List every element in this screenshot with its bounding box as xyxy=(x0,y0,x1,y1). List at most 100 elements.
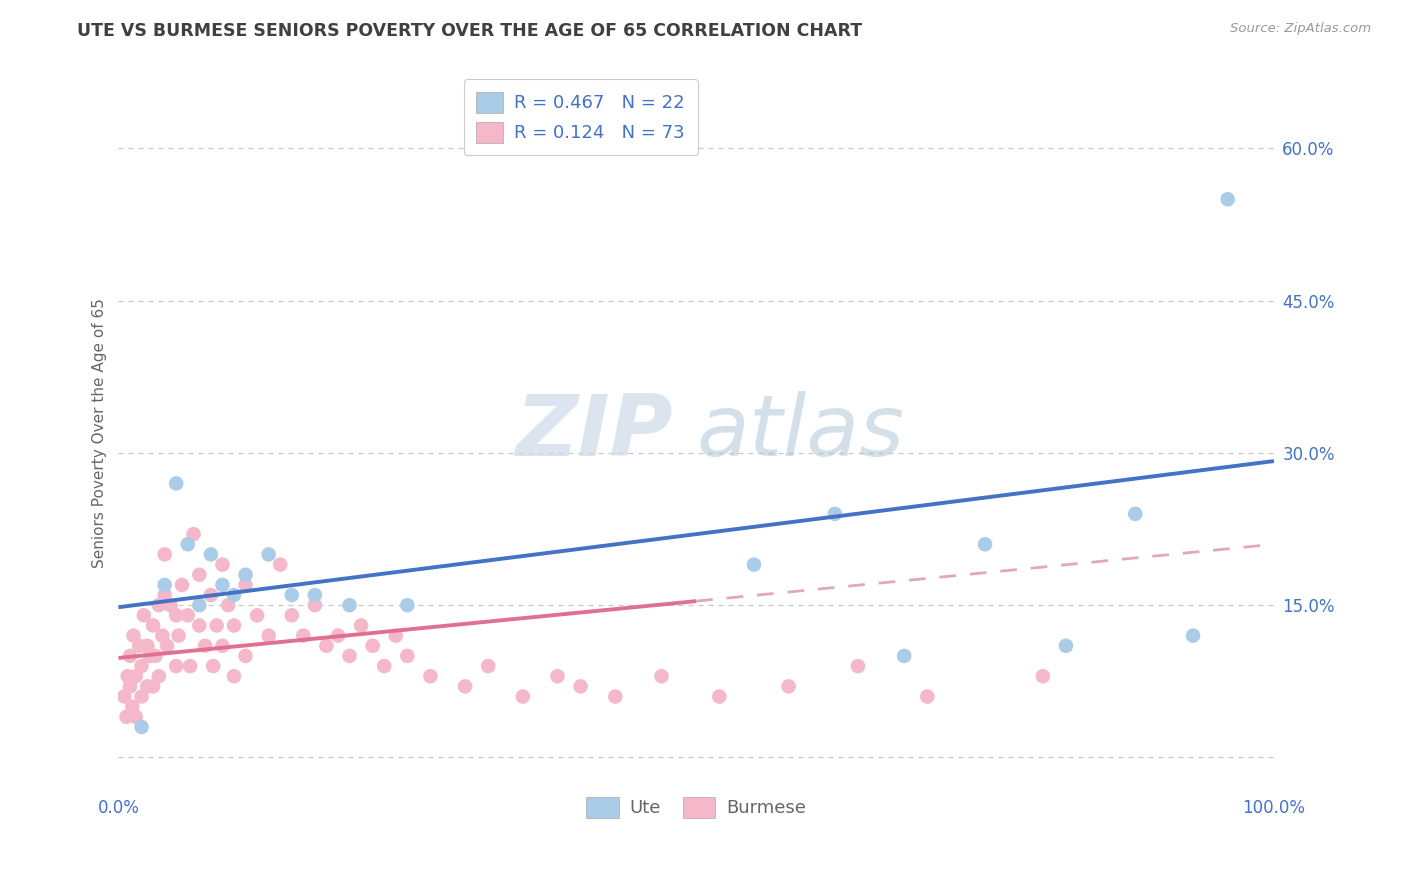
Point xyxy=(150,629,173,643)
Point xyxy=(373,659,395,673)
Point xyxy=(211,558,233,572)
Point xyxy=(1032,669,1054,683)
Point xyxy=(159,598,181,612)
Point xyxy=(222,618,245,632)
Point xyxy=(131,659,153,673)
Point xyxy=(315,639,337,653)
Point xyxy=(222,669,245,683)
Point xyxy=(136,679,159,693)
Point xyxy=(547,669,569,683)
Legend: Ute, Burmese: Ute, Burmese xyxy=(579,789,813,825)
Point xyxy=(384,629,406,643)
Point xyxy=(569,679,592,693)
Y-axis label: Seniors Poverty Over the Age of 65: Seniors Poverty Over the Age of 65 xyxy=(93,298,107,567)
Point xyxy=(281,588,304,602)
Point xyxy=(165,659,187,673)
Point xyxy=(177,608,200,623)
Point xyxy=(179,659,201,673)
Point xyxy=(361,639,384,653)
Point xyxy=(304,588,326,602)
Point xyxy=(165,608,187,623)
Point xyxy=(112,690,135,704)
Point xyxy=(778,679,800,693)
Point xyxy=(125,669,148,683)
Point xyxy=(142,618,165,632)
Point xyxy=(183,527,205,541)
Point xyxy=(350,618,373,632)
Point xyxy=(217,598,239,612)
Text: ZIP: ZIP xyxy=(516,392,673,475)
Point xyxy=(974,537,997,551)
Point xyxy=(202,659,225,673)
Point xyxy=(121,699,143,714)
Point xyxy=(118,679,141,693)
Point xyxy=(292,629,315,643)
Point xyxy=(235,578,257,592)
Point xyxy=(339,598,361,612)
Point xyxy=(257,548,280,562)
Point xyxy=(1054,639,1077,653)
Point xyxy=(128,639,150,653)
Point xyxy=(145,648,167,663)
Point xyxy=(194,639,217,653)
Point xyxy=(454,679,477,693)
Point xyxy=(893,648,915,663)
Point xyxy=(396,598,419,612)
Point xyxy=(1182,629,1205,643)
Point xyxy=(235,567,257,582)
Point xyxy=(131,720,153,734)
Point xyxy=(153,578,176,592)
Point xyxy=(339,648,361,663)
Point xyxy=(605,690,627,704)
Point xyxy=(122,629,145,643)
Point xyxy=(846,659,869,673)
Point xyxy=(326,629,349,643)
Point xyxy=(824,507,846,521)
Point xyxy=(188,567,211,582)
Point xyxy=(205,618,228,632)
Point xyxy=(153,548,176,562)
Point xyxy=(177,537,200,551)
Point xyxy=(167,629,190,643)
Point xyxy=(200,588,222,602)
Point xyxy=(304,598,326,612)
Point xyxy=(136,639,159,653)
Point xyxy=(477,659,499,673)
Point xyxy=(115,710,138,724)
Point xyxy=(281,608,304,623)
Point xyxy=(235,648,257,663)
Point xyxy=(1123,507,1146,521)
Point xyxy=(419,669,441,683)
Point xyxy=(200,548,222,562)
Text: UTE VS BURMESE SENIORS POVERTY OVER THE AGE OF 65 CORRELATION CHART: UTE VS BURMESE SENIORS POVERTY OVER THE … xyxy=(77,22,862,40)
Point xyxy=(117,669,139,683)
Point xyxy=(246,608,269,623)
Point xyxy=(156,639,179,653)
Point xyxy=(125,710,148,724)
Point xyxy=(142,679,165,693)
Point xyxy=(188,618,211,632)
Point xyxy=(153,588,176,602)
Point xyxy=(148,598,170,612)
Point xyxy=(396,648,419,663)
Point xyxy=(257,629,280,643)
Text: Source: ZipAtlas.com: Source: ZipAtlas.com xyxy=(1230,22,1371,36)
Point xyxy=(118,648,141,663)
Text: atlas: atlas xyxy=(696,392,904,475)
Point xyxy=(211,639,233,653)
Point xyxy=(742,558,765,572)
Point xyxy=(1216,192,1239,206)
Point xyxy=(211,578,233,592)
Point xyxy=(131,690,153,704)
Point xyxy=(917,690,939,704)
Point xyxy=(148,669,170,683)
Point xyxy=(170,578,193,592)
Point xyxy=(512,690,534,704)
Point xyxy=(132,608,155,623)
Point xyxy=(138,648,160,663)
Point xyxy=(165,476,187,491)
Point xyxy=(650,669,672,683)
Point xyxy=(188,598,211,612)
Point xyxy=(222,588,245,602)
Point xyxy=(269,558,291,572)
